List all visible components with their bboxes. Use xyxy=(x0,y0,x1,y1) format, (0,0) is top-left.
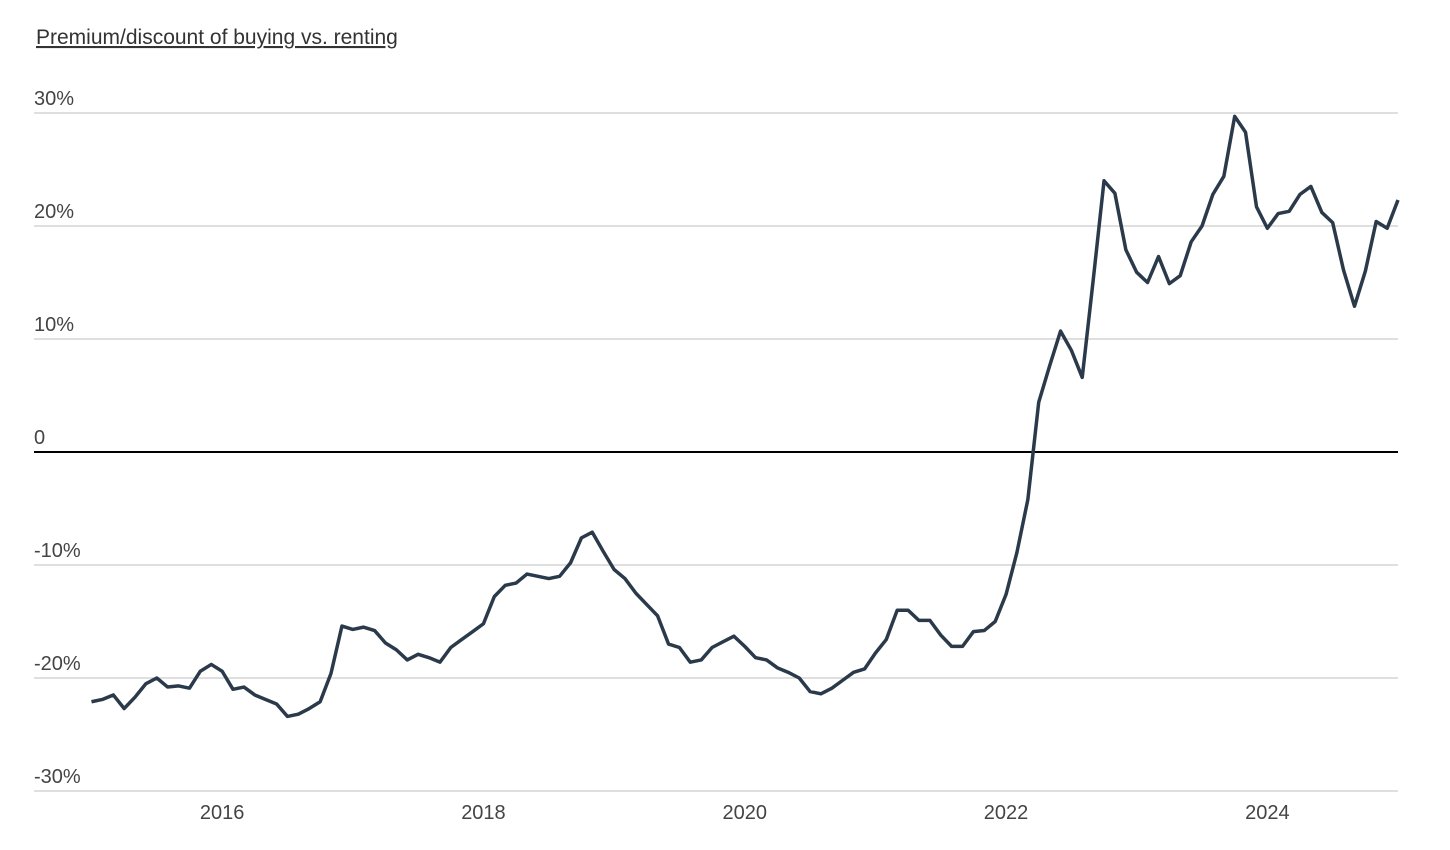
y-tick-label: 30% xyxy=(34,88,74,110)
x-tick-label: 2022 xyxy=(984,802,1029,824)
x-tick-label: 2024 xyxy=(1245,802,1290,824)
data-line xyxy=(91,114,1400,719)
y-tick-label: -10% xyxy=(34,540,81,562)
y-tick-label: -30% xyxy=(34,766,81,788)
y-tick-label: -20% xyxy=(34,653,81,675)
y-tick-label: 0 xyxy=(34,427,45,449)
x-tick-label: 2020 xyxy=(722,802,767,824)
y-tick-label: 10% xyxy=(34,314,74,336)
x-tick-label: 2016 xyxy=(200,802,245,824)
y-tick-label: 20% xyxy=(34,201,74,223)
x-tick-label: 2018 xyxy=(461,802,506,824)
chart-title: Premium/discount of buying vs. renting xyxy=(36,26,398,49)
